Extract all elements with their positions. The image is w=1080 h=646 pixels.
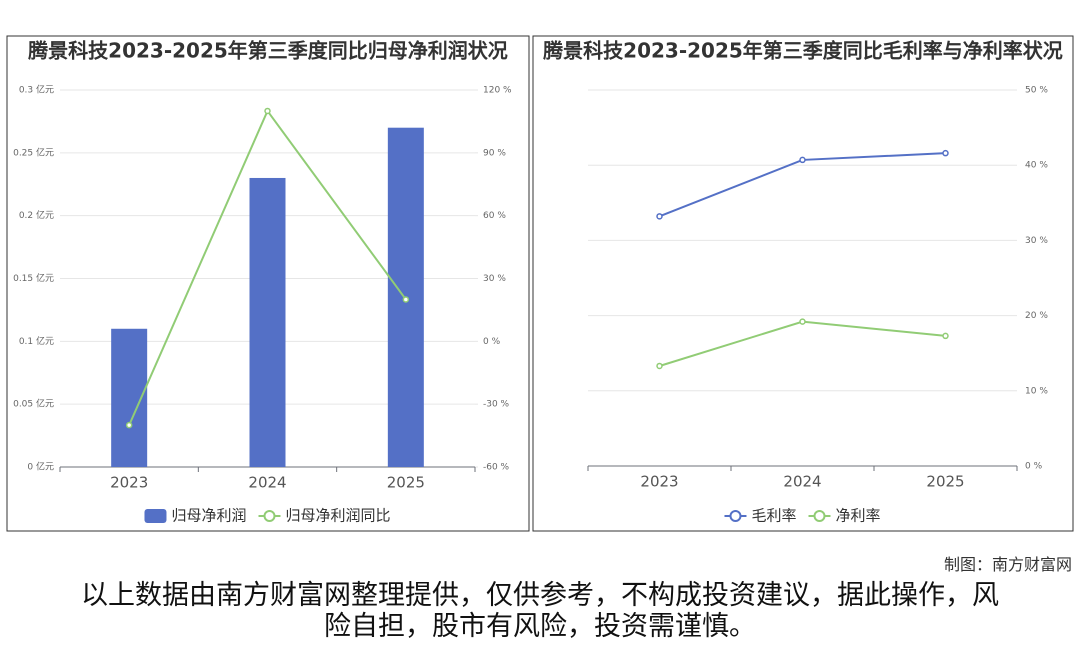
y-tick-label: 0 亿元 [27, 461, 54, 473]
point [656, 213, 663, 220]
point [942, 149, 949, 157]
y2-tick-label: 0 % [483, 337, 501, 347]
chart-panel: 腾景科技2023-2025年第三季度同比毛利率与净利率状况 0 % 10 % 20 %… [532, 35, 1074, 532]
y-tick-label: 10 % [1025, 386, 1048, 396]
legend-item: 毛利率 [724, 507, 797, 525]
y2-tick-label: 120 % [483, 86, 512, 96]
x-tick-label: 2025 [926, 473, 964, 491]
legend-item: 归母净利润 [144, 507, 247, 525]
x-tick-label: 2025 [387, 474, 425, 492]
x-tick-label: 2023 [640, 473, 678, 491]
y-tick-label: 0 % [1025, 462, 1043, 472]
legend-label: 净利率 [836, 507, 881, 525]
legend-label: 毛利率 [751, 507, 796, 525]
legend-swatch [813, 510, 826, 522]
point [942, 332, 949, 340]
y-tick-label: 40 % [1025, 161, 1048, 171]
point [799, 156, 806, 164]
legend-swatch [729, 510, 742, 522]
legend-label: 归母净利润 [171, 507, 246, 525]
legend-label: 归母净利润同比 [286, 507, 391, 525]
point [125, 421, 133, 429]
chart-title: 腾景科技2023-2025年第三季度同比归母净利润状况 [28, 39, 508, 63]
panel-border [6, 35, 530, 532]
y-tick-label: 30 % [1025, 236, 1048, 246]
y-tick-label: 50 % [1025, 86, 1048, 96]
point [799, 318, 806, 325]
x-tick-label: 2024 [783, 473, 821, 491]
y-tick-label: 0.1 亿元 [19, 335, 54, 347]
disclaimer: 以上数据由南方财富网整理提供，仅供参考，不构成投资建议，据此操作，风险自担，股市… [81, 580, 999, 642]
point [656, 362, 663, 370]
charts: 腾景科技2023-2025年第三季度同比归母净利润状况 0 亿元 0.05 亿元 0.… [6, 35, 1074, 532]
y-tick-label: 20 % [1025, 311, 1048, 321]
legend-item: 净利率 [808, 507, 881, 525]
y-tick-label: 0.3 亿元 [19, 84, 54, 96]
legend: 归母净利润 归母净利润同比 [144, 507, 391, 525]
line [659, 320, 946, 367]
legend-item: 归母净利润同比 [258, 507, 391, 525]
credit: 制图：南方财富网 [943, 555, 1072, 574]
panel-border [532, 35, 1074, 532]
point [264, 107, 271, 115]
y2-tick-label: -60 % [483, 463, 510, 473]
chart-title: 腾景科技2023-2025年第三季度同比毛利率与净利率状况 [543, 39, 1063, 63]
y-tick-label: 0.2 亿元 [19, 209, 54, 221]
bar [249, 177, 286, 467]
point [402, 296, 410, 303]
y2-tick-label: 90 % [483, 148, 506, 158]
legend-swatch [263, 510, 276, 522]
legend: 毛利率 净利率 [724, 507, 881, 525]
y2-tick-label: 30 % [483, 274, 506, 284]
x-tick-label: 2023 [110, 474, 148, 492]
y-tick-label: 0.15 亿元 [13, 272, 54, 284]
legend-swatch [144, 509, 167, 523]
chart-panel: 腾景科技2023-2025年第三季度同比归母净利润状况 0 亿元 0.05 亿元 0.… [6, 35, 530, 532]
y2-tick-label: -30 % [483, 400, 510, 410]
y-tick-label: 0.05 亿元 [13, 398, 54, 410]
y2-tick-label: 60 % [483, 211, 506, 221]
y-tick-label: 0.25 亿元 [13, 146, 54, 158]
x-tick-label: 2024 [248, 474, 286, 492]
